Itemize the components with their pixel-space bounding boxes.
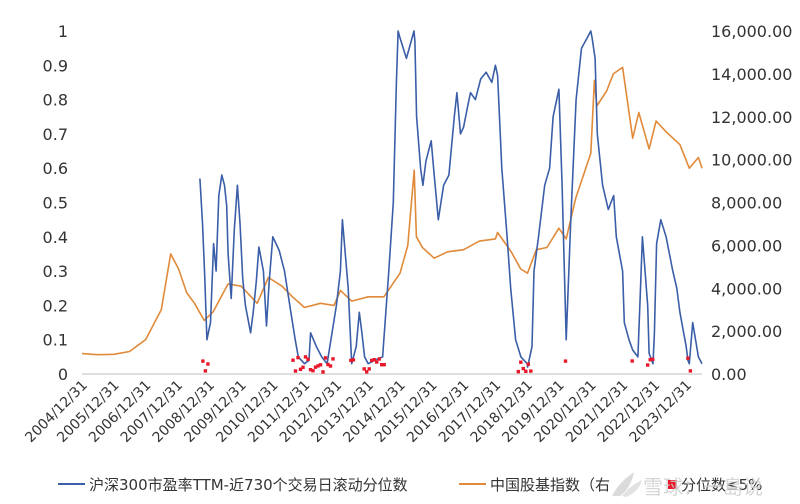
low-percentile-marker — [351, 358, 356, 362]
low-percentile-marker — [293, 369, 298, 373]
watermark-text: 雪球：一島说 — [643, 475, 763, 499]
low-percentile-marker — [646, 363, 650, 367]
x-axis: 2004/12/312005/12/312006/12/312007/12/31… — [22, 378, 695, 446]
y-right-tick-label: 0.00 — [711, 365, 747, 384]
low-percentile-marker — [377, 357, 381, 361]
y-right-tick-label: 14,000.00 — [711, 65, 792, 84]
low-percentile-markers — [201, 355, 693, 374]
y-left-tick-label: 0.2 — [43, 296, 68, 315]
pe-percentile-series — [199, 30, 703, 368]
low-percentile-marker — [311, 369, 315, 373]
y-right-tick-label: 12,000.00 — [711, 108, 792, 127]
low-percentile-marker — [313, 365, 318, 369]
y-left-tick-label: 0 — [58, 365, 68, 384]
low-percentile-marker — [203, 369, 208, 373]
low-percentile-marker — [349, 358, 353, 363]
low-percentile-marker — [303, 355, 308, 359]
low-percentile-marker — [648, 358, 652, 362]
low-percentile-marker — [365, 370, 369, 374]
y-right-tick-label: 16,000.00 — [711, 22, 792, 41]
y-right-tick-label: 8,000.00 — [711, 194, 782, 213]
low-percentile-marker — [382, 363, 386, 367]
watermark: 雪球：一島说 — [612, 472, 763, 499]
low-percentile-marker — [367, 367, 371, 371]
low-percentile-marker — [331, 357, 335, 361]
y-axis-right: 0.00 2,000.00 4,000.00 6,000.00 8,000.00 10,0… — [711, 22, 792, 384]
y-left-tick-label: 1 — [58, 22, 68, 41]
y-left-tick-label: 0.8 — [43, 91, 68, 110]
low-percentile-marker — [375, 360, 379, 364]
low-percentile-marker — [323, 356, 328, 360]
y-right-tick-label: 2,000.00 — [711, 322, 782, 341]
low-percentile-marker — [519, 360, 523, 364]
low-percentile-marker — [370, 358, 374, 363]
low-percentile-marker — [308, 368, 313, 372]
low-percentile-marker — [651, 357, 655, 361]
low-percentile-marker — [316, 364, 320, 368]
y-left-tick-label: 0.7 — [43, 125, 68, 144]
low-percentile-marker — [529, 369, 533, 373]
low-percentile-marker — [326, 362, 330, 367]
y-right-tick-label: 10,000.00 — [711, 151, 792, 170]
y-left-tick-label: 0.6 — [43, 159, 68, 178]
low-percentile-marker — [516, 369, 520, 374]
stock-fund-index-series — [81, 66, 703, 356]
y-axis-left: 0 0.1 0.2 0.3 0.4 0.5 0.6 0.7 0.8 0.9 1 — [43, 22, 68, 384]
low-percentile-marker — [521, 366, 525, 371]
low-percentile-marker — [526, 362, 530, 366]
low-percentile-marker — [298, 367, 303, 371]
y-right-tick-label: 6,000.00 — [711, 236, 782, 255]
low-percentile-marker — [306, 357, 310, 361]
legend-label-pe-percentile: 沪深300市盈率TTM-近730个交易日滚动分位数 — [89, 476, 408, 494]
plot-area — [81, 30, 703, 375]
low-percentile-marker — [630, 359, 634, 363]
y-right-tick-label: 4,000.00 — [711, 279, 782, 298]
low-percentile-marker — [688, 369, 693, 373]
low-percentile-marker — [206, 362, 210, 366]
pe-percentile-line — [199, 30, 703, 368]
legend-label-stock-fund-index: 中国股基指数（右 — [490, 476, 610, 494]
low-percentile-marker — [201, 359, 205, 363]
y-left-tick-label: 0.9 — [43, 56, 68, 75]
low-percentile-marker — [563, 359, 568, 363]
low-percentile-marker — [328, 364, 333, 368]
legend-swatch-low-percentile — [668, 480, 677, 489]
y-left-tick-label: 0.4 — [43, 228, 68, 247]
low-percentile-marker — [372, 358, 376, 362]
low-percentile-marker — [362, 367, 366, 371]
legend-label-low-percentile: 分位数≤5% — [681, 476, 762, 494]
stock-fund-index-line — [81, 66, 703, 356]
snowball-logo-icon — [612, 472, 642, 497]
y-left-tick-label: 0.5 — [43, 194, 68, 213]
low-percentile-marker — [291, 358, 295, 362]
y-left-tick-label: 0.1 — [43, 331, 68, 350]
low-percentile-marker — [321, 370, 325, 374]
low-percentile-marker — [524, 369, 528, 373]
legend: 沪深300市盈率TTM-近730个交易日滚动分位数 中国股基指数（右 分位数≤5… — [58, 476, 762, 494]
low-percentile-marker — [318, 363, 323, 367]
low-percentile-marker — [301, 365, 305, 369]
low-percentile-marker — [296, 355, 300, 360]
low-percentile-marker — [380, 363, 384, 367]
y-left-tick-label: 0.3 — [43, 262, 68, 281]
low-percentile-marker — [686, 356, 690, 360]
